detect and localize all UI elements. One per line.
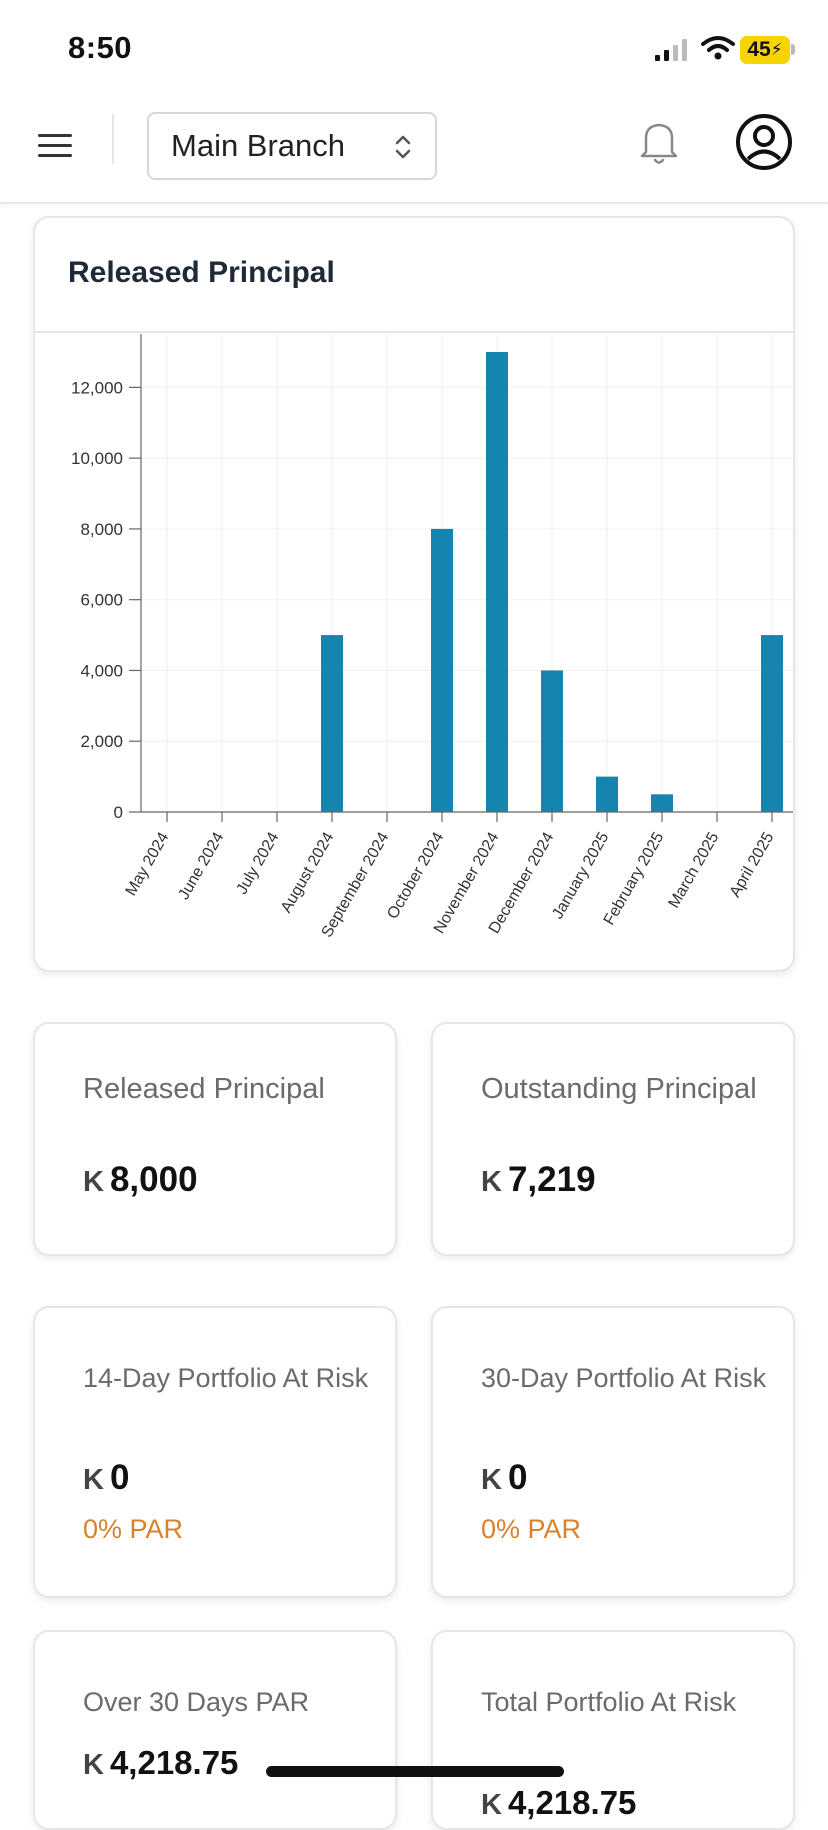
metric-value: K 4,218.75 xyxy=(83,1744,238,1782)
x-tick-label: March 2025 xyxy=(665,829,722,911)
user-profile-icon[interactable] xyxy=(734,112,794,172)
currency-symbol: K xyxy=(481,1166,502,1198)
currency-symbol: K xyxy=(481,1789,502,1821)
divider xyxy=(35,331,793,333)
x-tick-label: January 2025 xyxy=(549,829,612,922)
home-indicator xyxy=(266,1766,564,1777)
outstanding-principal-card: Outstanding Principal K 7,219 xyxy=(431,1022,795,1256)
x-tick-label: April 2025 xyxy=(727,829,778,900)
metric-value: K 4,218.75 xyxy=(481,1784,636,1822)
battery-icon: 45 ⚡ xyxy=(740,36,790,64)
par-percentage: 0% PAR xyxy=(83,1514,184,1544)
chart-title: Released Principal xyxy=(68,256,335,289)
metric-label: Outstanding Principal xyxy=(481,1073,757,1105)
y-tick-label: 6,000 xyxy=(80,591,123,610)
notification-bell-icon[interactable] xyxy=(636,116,682,168)
bar xyxy=(651,794,673,812)
y-tick-label: 10,000 xyxy=(71,449,123,468)
bar xyxy=(596,776,618,812)
released-principal-bar-chart: 0 2,000 4,000 6,000 8,000 10,000 12,000 May 202… xyxy=(71,334,793,940)
metric-amount: 7,219 xyxy=(507,1160,596,1199)
currency-symbol: K xyxy=(83,1166,104,1198)
bar xyxy=(761,635,783,812)
metric-value: K 7,219 xyxy=(481,1160,596,1200)
metric-label: Released Principal xyxy=(83,1073,325,1105)
released-principal-card: Released Principal K 8,000 xyxy=(33,1022,397,1256)
cellular-signal-icon xyxy=(655,39,687,61)
bar xyxy=(541,670,563,812)
x-tick-label: February 2025 xyxy=(601,829,668,928)
bar xyxy=(321,635,343,812)
metric-amount: 0 xyxy=(109,1458,130,1497)
metric-label: Over 30 Days PAR xyxy=(83,1687,310,1717)
metric-amount: 0 xyxy=(507,1458,528,1497)
bar xyxy=(486,352,508,812)
branch-selector-value: Main Branch xyxy=(171,128,346,163)
bar xyxy=(431,528,453,812)
total-par-card: Total Portfolio At Risk K 4,218.75 xyxy=(431,1630,795,1830)
status-time: 8:50 xyxy=(68,30,133,65)
top-app-bar: Main Branch xyxy=(0,100,828,204)
battery-level: 45 xyxy=(747,38,771,61)
metric-label: 30-Day Portfolio At Risk xyxy=(481,1363,767,1393)
metric-amount: 8,000 xyxy=(109,1160,198,1199)
released-principal-chart-card: Released Principal 0 2,000 4,000 6,000 8,000… xyxy=(33,216,795,972)
over-30-days-par-card: Over 30 Days PAR K 4,218.75 xyxy=(33,1630,397,1830)
charging-bolt-icon: ⚡ xyxy=(770,40,783,59)
metric-amount: 4,218.75 xyxy=(109,1744,239,1781)
x-tick-label: May 2024 xyxy=(123,829,173,898)
battery-cap xyxy=(791,44,795,55)
y-tick-label: 12,000 xyxy=(71,378,123,397)
metric-label: Total Portfolio At Risk xyxy=(481,1687,737,1717)
x-tick-label: August 2024 xyxy=(278,829,338,915)
y-tick-label: 4,000 xyxy=(80,661,123,680)
currency-symbol: K xyxy=(83,1464,104,1496)
y-tick-label: 8,000 xyxy=(80,520,123,539)
metric-label: 14-Day Portfolio At Risk xyxy=(83,1363,369,1393)
status-bar: 8:50 45 ⚡ xyxy=(0,0,828,100)
y-tick-label: 2,000 xyxy=(80,732,123,751)
y-tick-label: 0 xyxy=(114,803,123,822)
x-tick-label: July 2024 xyxy=(233,829,282,897)
branch-selector[interactable]: Main Branch xyxy=(147,112,437,180)
wifi-icon xyxy=(701,36,735,60)
divider xyxy=(112,114,114,164)
currency-symbol: K xyxy=(83,1749,104,1781)
currency-symbol: K xyxy=(481,1464,502,1496)
x-tick-label: October 2024 xyxy=(384,829,447,922)
chevron-up-down-icon xyxy=(395,135,411,159)
metric-value: K 8,000 xyxy=(83,1160,198,1200)
metric-amount: 4,218.75 xyxy=(507,1784,637,1821)
hamburger-menu-icon[interactable] xyxy=(36,126,76,166)
par-percentage: 0% PAR xyxy=(481,1514,582,1544)
x-tick-label: June 2024 xyxy=(175,829,227,902)
